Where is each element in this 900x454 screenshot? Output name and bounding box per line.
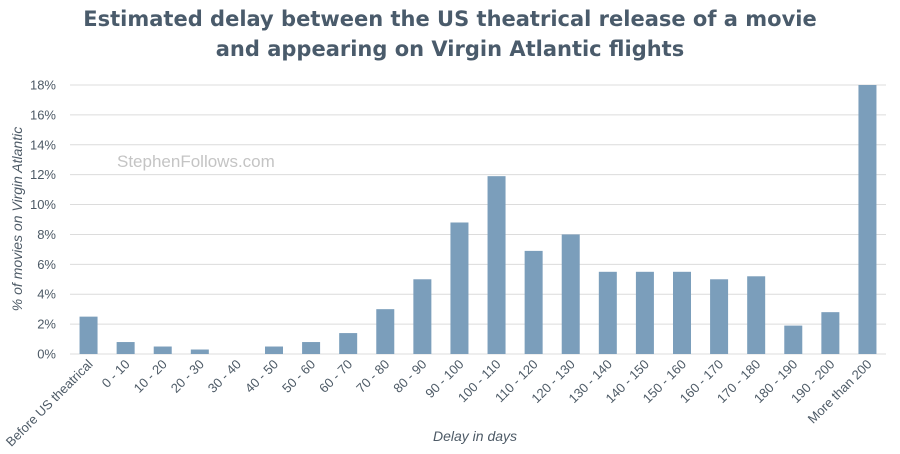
chart-title-line-2: and appearing on Virgin Atlantic flights [215,37,685,61]
bar [784,325,803,354]
x-tick-label: 60 - 70 [316,357,355,396]
bar [747,276,766,354]
bar [153,346,172,354]
y-tick-label: 14% [30,137,56,152]
y-tick-label: 0% [37,347,56,362]
x-tick-label: Before US theatrical [3,356,96,449]
y-tick-labels: 0% 2% 4% 6% 8% 10% 12% 14% 16% 18% [30,78,56,362]
y-tick-label: 12% [30,167,56,182]
bars [79,85,877,354]
y-tick-label: 18% [30,78,56,93]
bar [635,271,654,354]
bar [339,333,358,354]
y-tick-label: 16% [30,107,56,122]
gridlines [70,84,886,355]
bar [116,342,135,354]
x-tick-label: 50 - 60 [279,357,318,396]
y-tick-label: 2% [37,317,56,332]
y-tick-label: 8% [37,227,56,242]
x-tick-label: 40 - 50 [242,357,281,396]
bar [265,346,283,354]
bar [450,222,469,354]
bar [524,250,543,354]
chart-title: Estimated delay between the US theatrica… [0,4,900,64]
bar [413,279,432,354]
bar [190,349,209,354]
watermark: StephenFollows.com [117,152,275,171]
bar [858,85,877,354]
bar [561,234,580,354]
bar [821,312,840,354]
y-tick-label: 6% [37,257,56,272]
x-tick-label: 70 - 80 [353,357,392,396]
y-tick-label: 10% [30,197,56,212]
x-axis-label: Delay in days [433,428,517,444]
bar [673,271,691,354]
y-tick-label: 4% [37,287,56,302]
x-tick-label: 30 - 40 [205,357,244,396]
y-axis-label: % of movies on Virgin Atlantic [9,127,25,311]
bar [598,271,617,354]
bar [487,176,506,354]
chart-title-line-1: Estimated delay between the US theatrica… [83,7,817,31]
bar [302,342,321,354]
x-tick-label: 0 - 10 [99,357,133,391]
bar [376,309,395,354]
bar [710,279,729,354]
x-tick-label: 10 - 20 [131,357,170,396]
x-tick-label: 20 - 30 [168,357,207,396]
bar [79,316,98,354]
